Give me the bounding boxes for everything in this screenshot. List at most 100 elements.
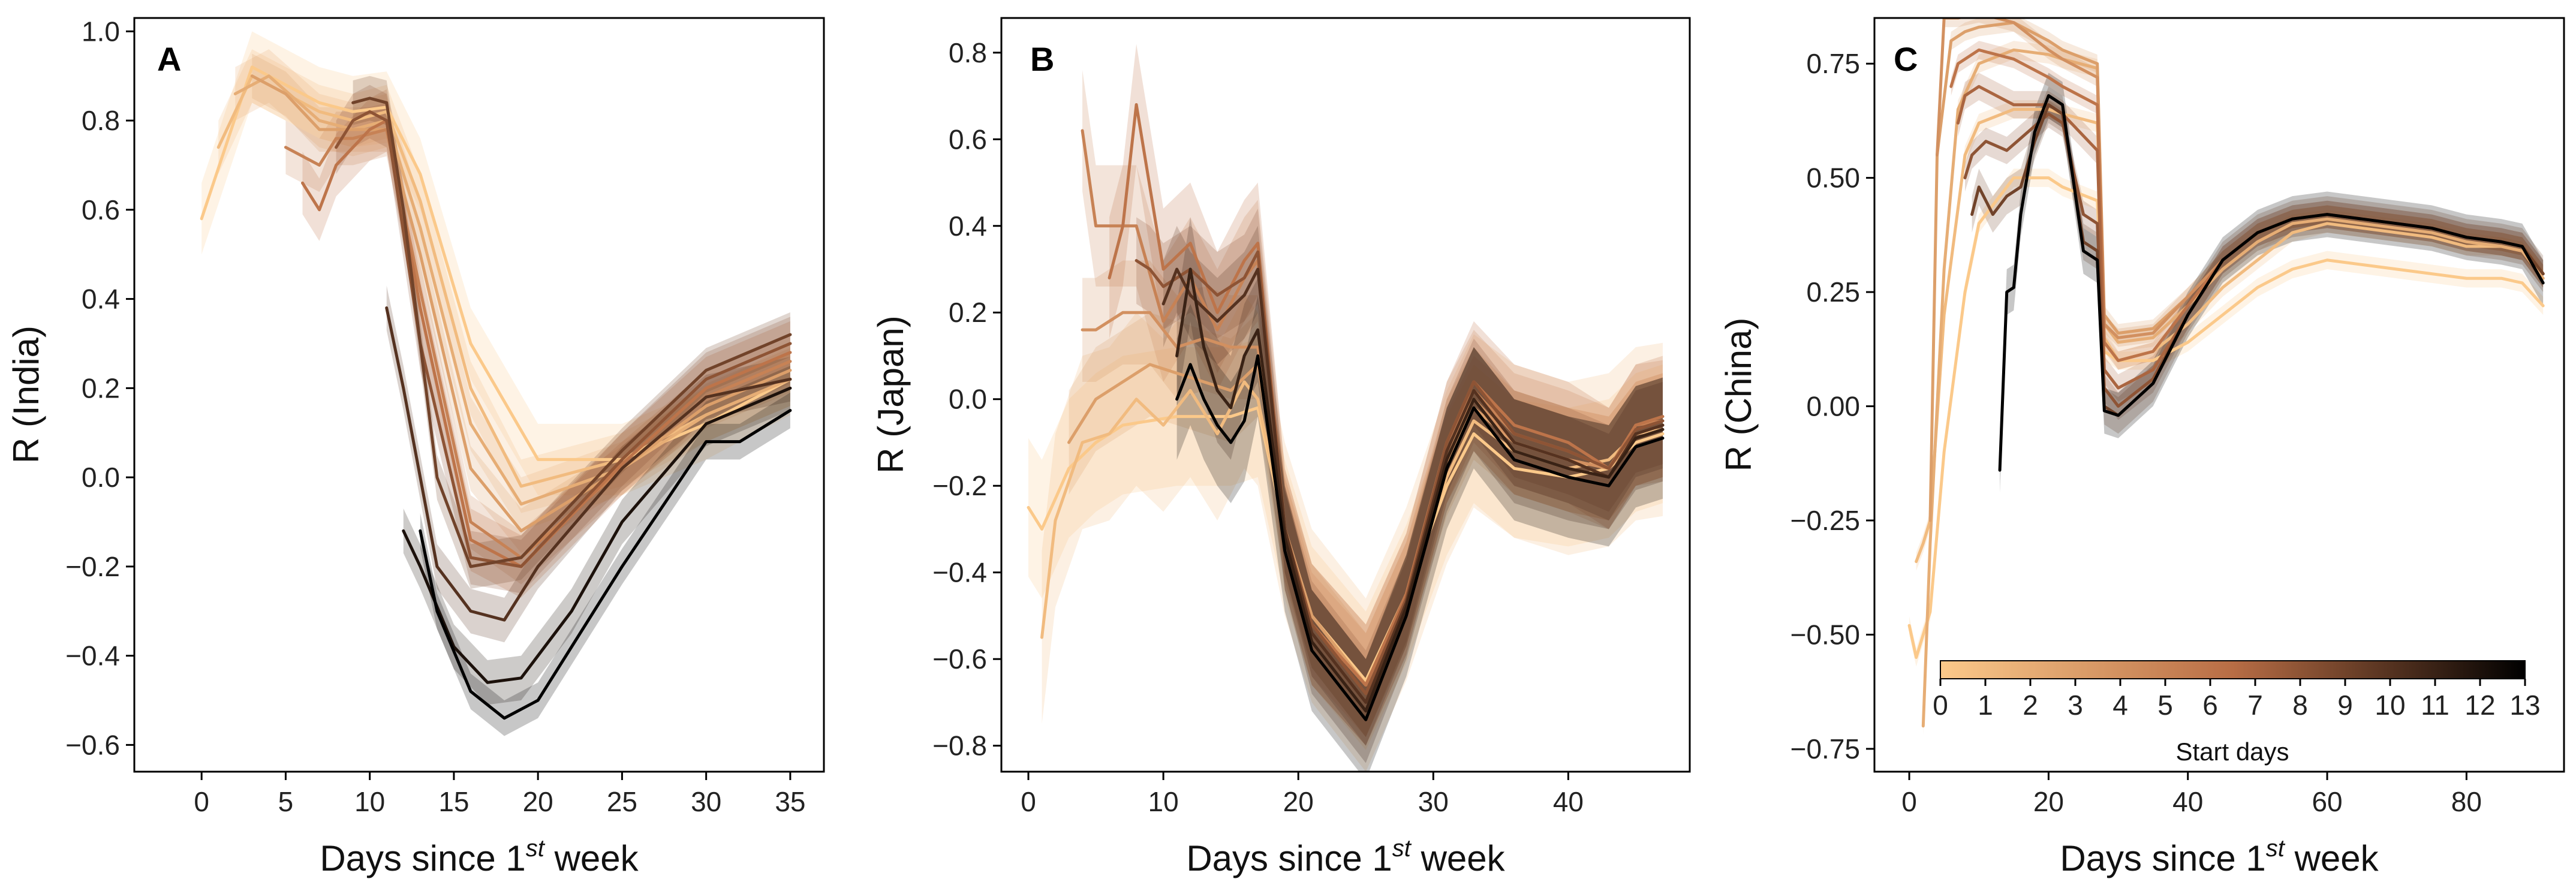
x-tick-label: 20 <box>523 786 553 817</box>
x-tick-label: 40 <box>2172 786 2203 817</box>
confidence-band <box>201 31 790 495</box>
series-line <box>351 97 792 568</box>
series-line <box>1907 176 2545 660</box>
series-line <box>385 306 792 622</box>
colorbar-tick-label: 9 <box>2337 690 2353 721</box>
confidence-band <box>1163 225 1663 746</box>
series-line <box>419 409 792 720</box>
panel-a-letter: A <box>157 40 181 78</box>
panel-a-frame <box>133 17 825 773</box>
x-tick-label: 30 <box>1418 786 1449 817</box>
colorbar-ticks: 0 1 2 3 4 5 6 7 8 9 10 11 12 13 <box>1933 679 2541 721</box>
panel-c-y-label: R (China) <box>1719 318 1759 472</box>
y-tick-label: 0.00 <box>1806 391 1860 422</box>
panel-c-frame <box>1873 17 2565 773</box>
y-tick-label: −0.25 <box>1790 505 1860 536</box>
confidence-band <box>2000 73 2544 493</box>
panel-b: 0 10 20 30 40 −0.8 −0.6 −0.4 −0.2 0.0 0.2 0.4 0.6 0.… <box>871 17 1691 878</box>
colorbar-tick-label: 7 <box>2247 690 2263 721</box>
y-tick-label: 0.6 <box>949 124 987 155</box>
x-tick-label: 0 <box>1021 786 1036 817</box>
confidence-band <box>1916 100 2544 571</box>
confidence-band <box>302 89 790 598</box>
x-tick-label: 5 <box>278 786 294 817</box>
panel-b-letter: B <box>1030 40 1054 78</box>
panel-b-x-label: Days since 1st week <box>1186 835 1505 878</box>
y-tick-label: −0.6 <box>65 729 120 760</box>
colorbar-tick-label: 1 <box>1978 690 1993 721</box>
y-tick-label: 0.4 <box>949 210 987 242</box>
confidence-band <box>1176 295 1663 772</box>
series-line <box>1161 267 1665 704</box>
confidence-band <box>403 366 790 705</box>
series-line <box>402 386 792 684</box>
x-tick-label: 80 <box>2451 786 2482 817</box>
panel-a-plot-area <box>200 31 792 736</box>
y-tick-label: −0.75 <box>1790 733 1860 764</box>
colorbar-gradient <box>1940 660 2526 679</box>
series-line <box>335 110 792 568</box>
x-tick-label: 15 <box>438 786 469 817</box>
x-tick-label: 20 <box>2033 786 2064 817</box>
y-tick-label: −0.8 <box>932 730 987 761</box>
confidence-band <box>1028 338 1663 750</box>
confidence-band <box>1042 295 1663 772</box>
y-tick-label: 0.8 <box>949 37 987 68</box>
panel-a-y-ticks: −0.6 −0.4 −0.2 0.0 0.2 0.4 0.6 0.8 1.0 <box>65 16 134 760</box>
y-tick-label: −0.4 <box>65 640 120 672</box>
colorbar: 0 1 2 3 4 5 6 7 8 9 10 11 12 13 Start days <box>1933 660 2541 766</box>
panel-a: 0 5 10 15 20 25 30 35 −0.6 −0.4 −0.2 0.0 0.2 0.4 0.6 0… <box>6 16 825 878</box>
y-tick-label: 0.4 <box>82 284 120 315</box>
y-tick-label: −0.50 <box>1790 619 1860 650</box>
panel-b-y-ticks: −0.8 −0.6 −0.4 −0.2 0.0 0.2 0.4 0.6 0.8 <box>932 37 1001 761</box>
series-line <box>300 119 792 568</box>
panel-c-letter: C <box>1894 40 1918 78</box>
series-line <box>1175 267 1665 713</box>
y-tick-label: 0.25 <box>1806 276 1860 308</box>
confidence-band <box>1176 217 1663 763</box>
confidence-band <box>420 392 790 736</box>
x-tick-label: 25 <box>607 786 637 817</box>
colorbar-tick-label: 4 <box>2112 690 2128 721</box>
x-tick-label: 10 <box>1148 786 1179 817</box>
x-tick-label: 30 <box>691 786 721 817</box>
confidence-band <box>1069 312 1663 738</box>
panel-a-lines <box>200 65 792 720</box>
panel-b-lines <box>1027 103 1665 721</box>
y-tick-label: 0.0 <box>82 462 120 493</box>
series-line <box>1175 354 1665 721</box>
panel-c-y-ticks: −0.75 −0.50 −0.25 0.00 0.25 0.50 0.75 <box>1790 48 1874 764</box>
y-tick-label: 0.75 <box>1806 48 1860 79</box>
y-tick-label: −0.4 <box>932 557 987 588</box>
panel-a-y-label: R (India) <box>6 326 46 463</box>
colorbar-tick-label: 8 <box>2292 690 2308 721</box>
y-tick-label: 0.6 <box>82 194 120 225</box>
confidence-band <box>1965 100 2544 420</box>
y-tick-label: −0.2 <box>65 551 120 582</box>
x-tick-label: 0 <box>194 786 209 817</box>
y-tick-label: 1.0 <box>82 16 120 47</box>
x-tick-label: 40 <box>1553 786 1584 817</box>
colorbar-tick-label: 12 <box>2464 690 2495 721</box>
panel-b-x-ticks: 0 10 20 30 40 <box>1021 772 1584 817</box>
panel-a-x-label: Days since 1st week <box>320 835 639 878</box>
y-tick-label: 0.8 <box>82 105 120 136</box>
series-line <box>1921 48 2545 728</box>
colorbar-tick-label: 6 <box>2202 690 2218 721</box>
colorbar-tick-label: 3 <box>2068 690 2083 721</box>
colorbar-label: Start days <box>2175 738 2289 766</box>
panel-b-frame <box>1000 17 1691 773</box>
colorbar-tick-label: 0 <box>1933 690 1948 721</box>
colorbar-tick-label: 10 <box>2375 690 2405 721</box>
confidence-band <box>1951 41 2544 370</box>
y-tick-label: 0.2 <box>949 297 987 328</box>
panel-c: 0 20 40 60 80 −0.75−0.50−0.250.000.250.500.7… <box>1719 17 2565 878</box>
confidence-band <box>218 49 790 513</box>
panel-b-plot-area <box>1027 44 1665 772</box>
panel-c-x-ticks: 0 20 40 60 80 <box>1901 772 2482 817</box>
colorbar-tick-label: 13 <box>2509 690 2540 721</box>
series-line <box>1134 250 1665 696</box>
confidence-band <box>1082 70 1663 746</box>
series-line <box>233 74 792 506</box>
